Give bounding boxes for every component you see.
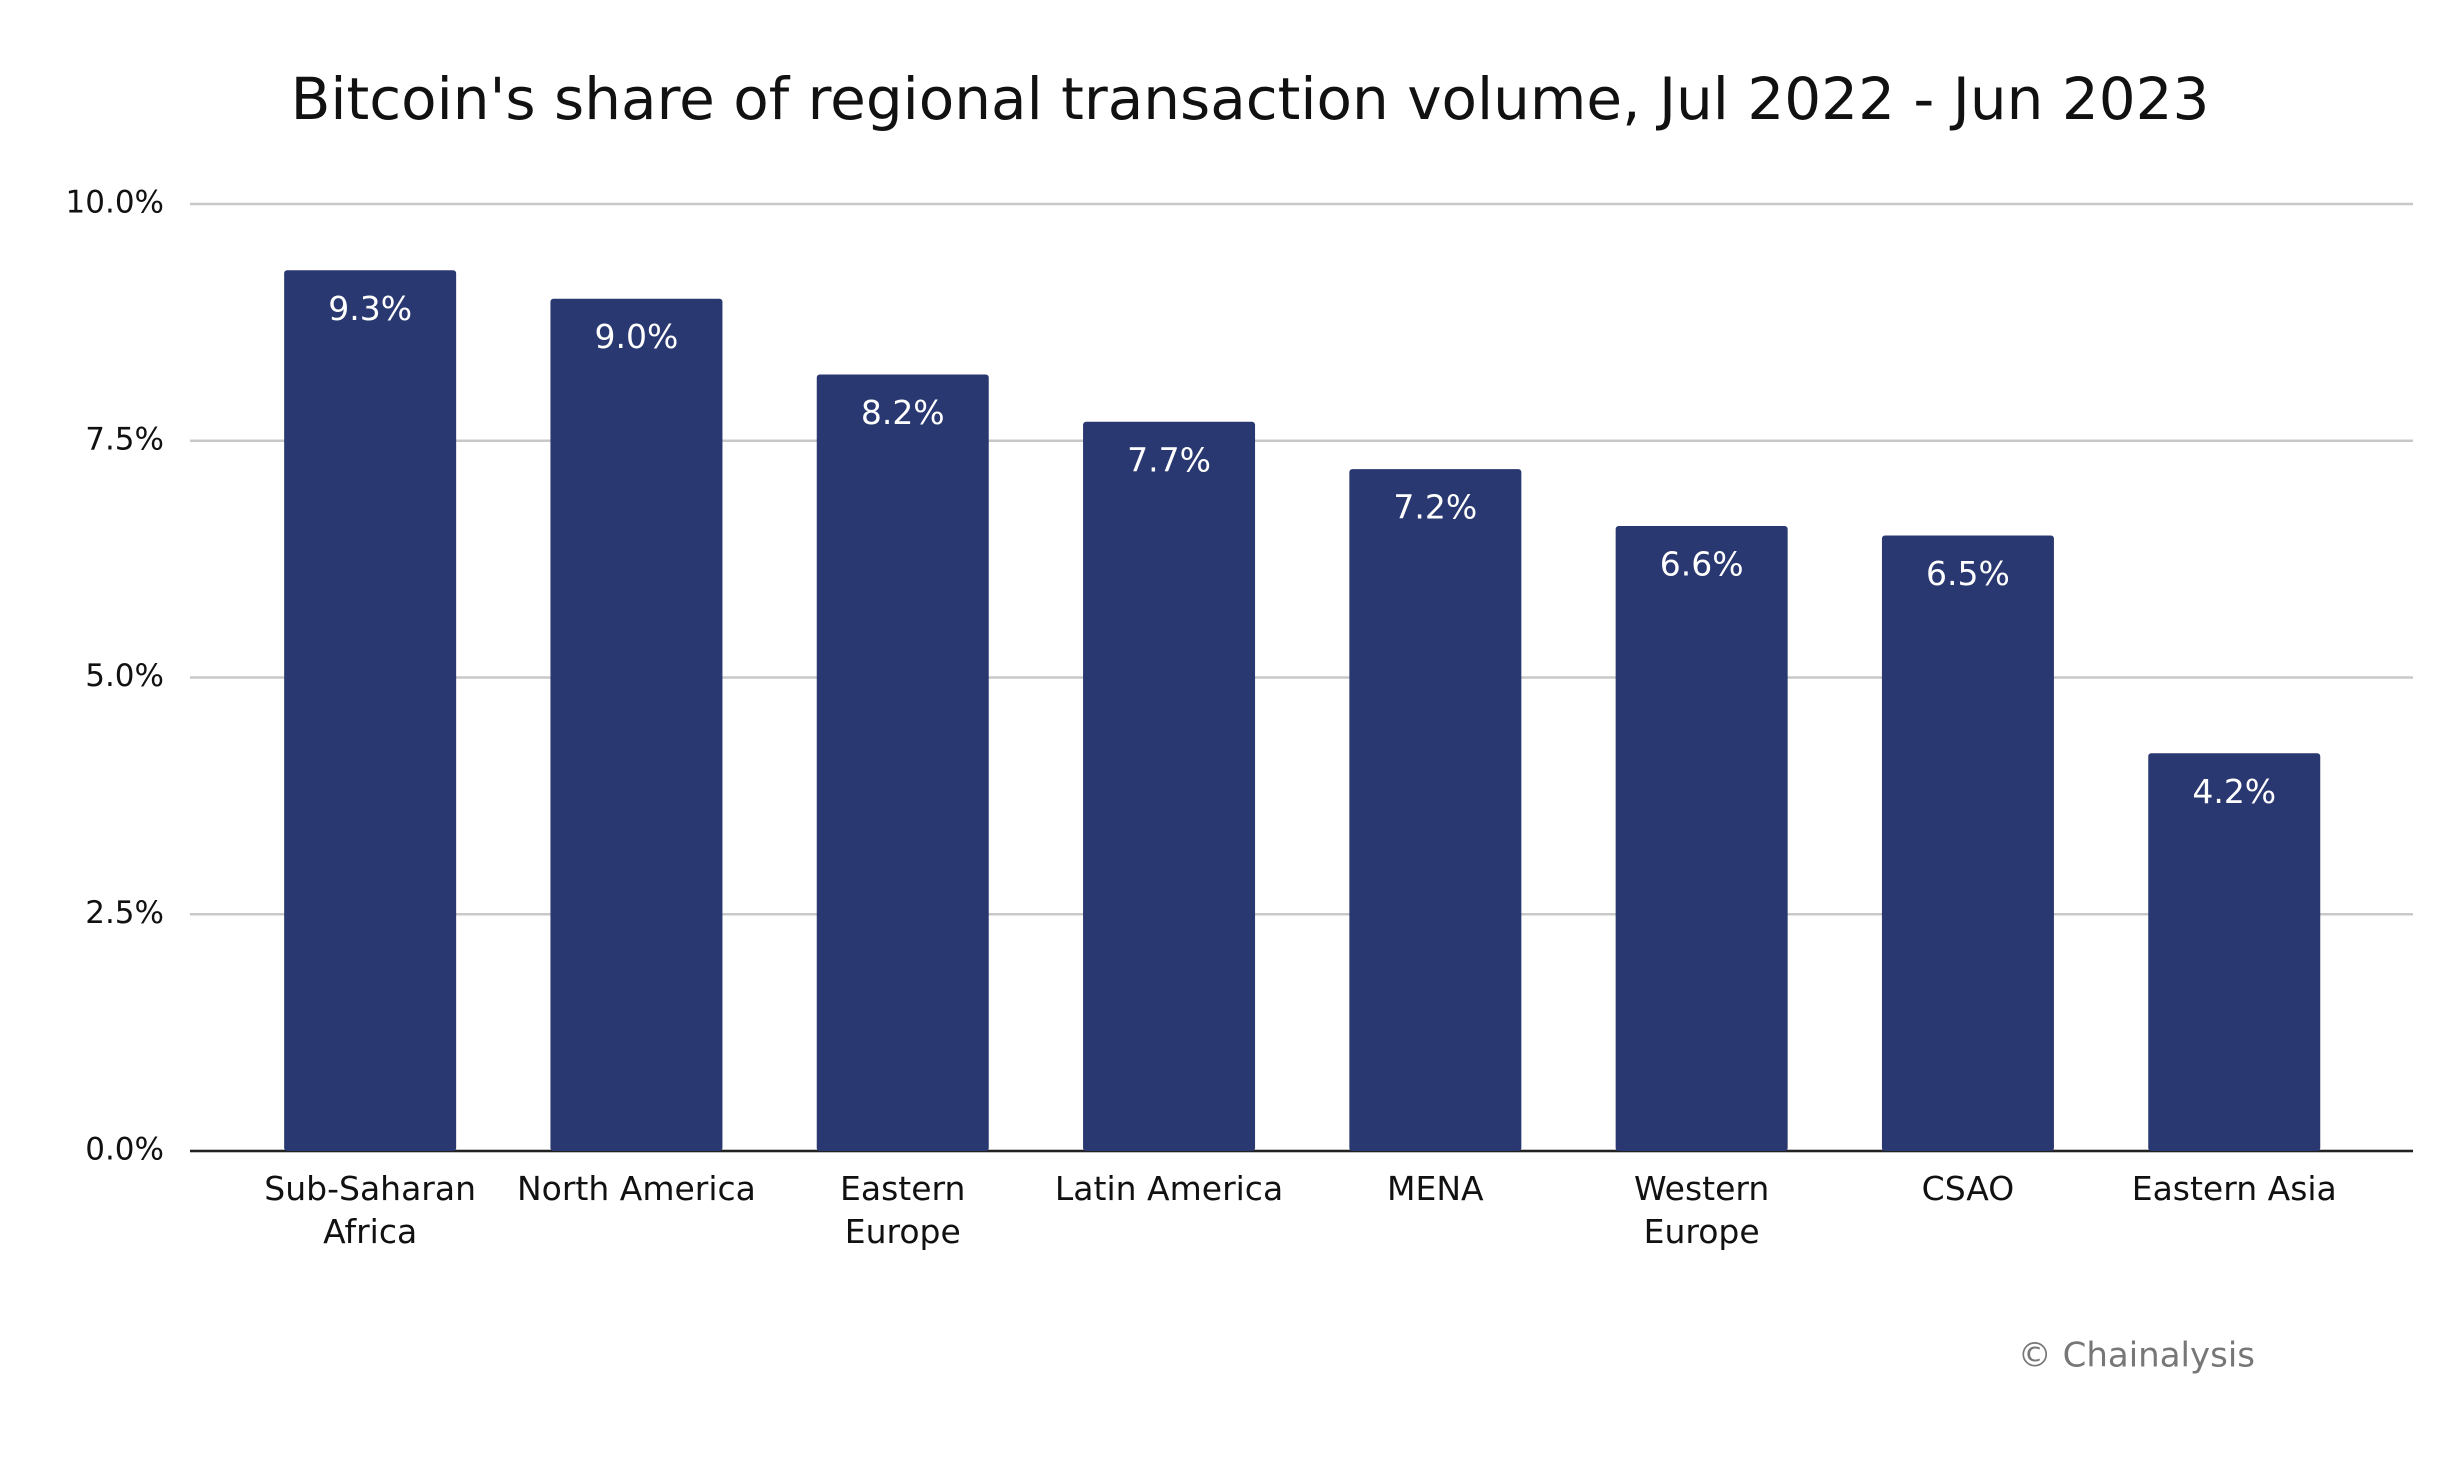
value-label: 6.5%: [1926, 554, 2010, 593]
value-label: 9.3%: [328, 289, 412, 328]
value-label: 4.2%: [2192, 772, 2276, 811]
x-tick-label: Eastern Europe: [840, 1169, 965, 1251]
x-tick-label: CSAO: [1922, 1169, 2015, 1208]
value-label: 8.2%: [861, 393, 945, 432]
x-tick-label: MENA: [1387, 1169, 1484, 1208]
y-tick-label: 2.5%: [85, 895, 164, 931]
bar: [284, 270, 457, 1151]
x-tick-label: Western Europe: [1634, 1169, 1769, 1251]
x-tick-label: Eastern Asia: [2132, 1169, 2337, 1208]
watermark: © Chainalysis: [2018, 1336, 2255, 1376]
bar: [1615, 525, 1788, 1151]
value-label: 7.7%: [1127, 440, 1211, 479]
x-tick-label: Sub-Saharan Africa: [264, 1169, 476, 1251]
y-tick-label: 5.0%: [85, 658, 164, 694]
bar: [1083, 421, 1256, 1151]
bar: [1881, 535, 2054, 1151]
x-tick-label: North America: [517, 1169, 756, 1208]
bar: [2148, 753, 2321, 1151]
y-tick-label: 10.0%: [66, 185, 164, 221]
bar: [550, 298, 723, 1151]
bar: [1349, 469, 1522, 1151]
bar: [816, 374, 989, 1152]
y-tick-label: 0.0%: [85, 1132, 164, 1168]
x-tick-label: Latin America: [1055, 1169, 1283, 1208]
value-label: 9.0%: [595, 317, 679, 356]
value-label: 6.6%: [1660, 544, 1744, 583]
value-label: 7.2%: [1393, 488, 1477, 527]
chart-title: Bitcoin's share of regional transaction …: [291, 65, 2210, 133]
y-tick-label: 7.5%: [85, 421, 164, 457]
